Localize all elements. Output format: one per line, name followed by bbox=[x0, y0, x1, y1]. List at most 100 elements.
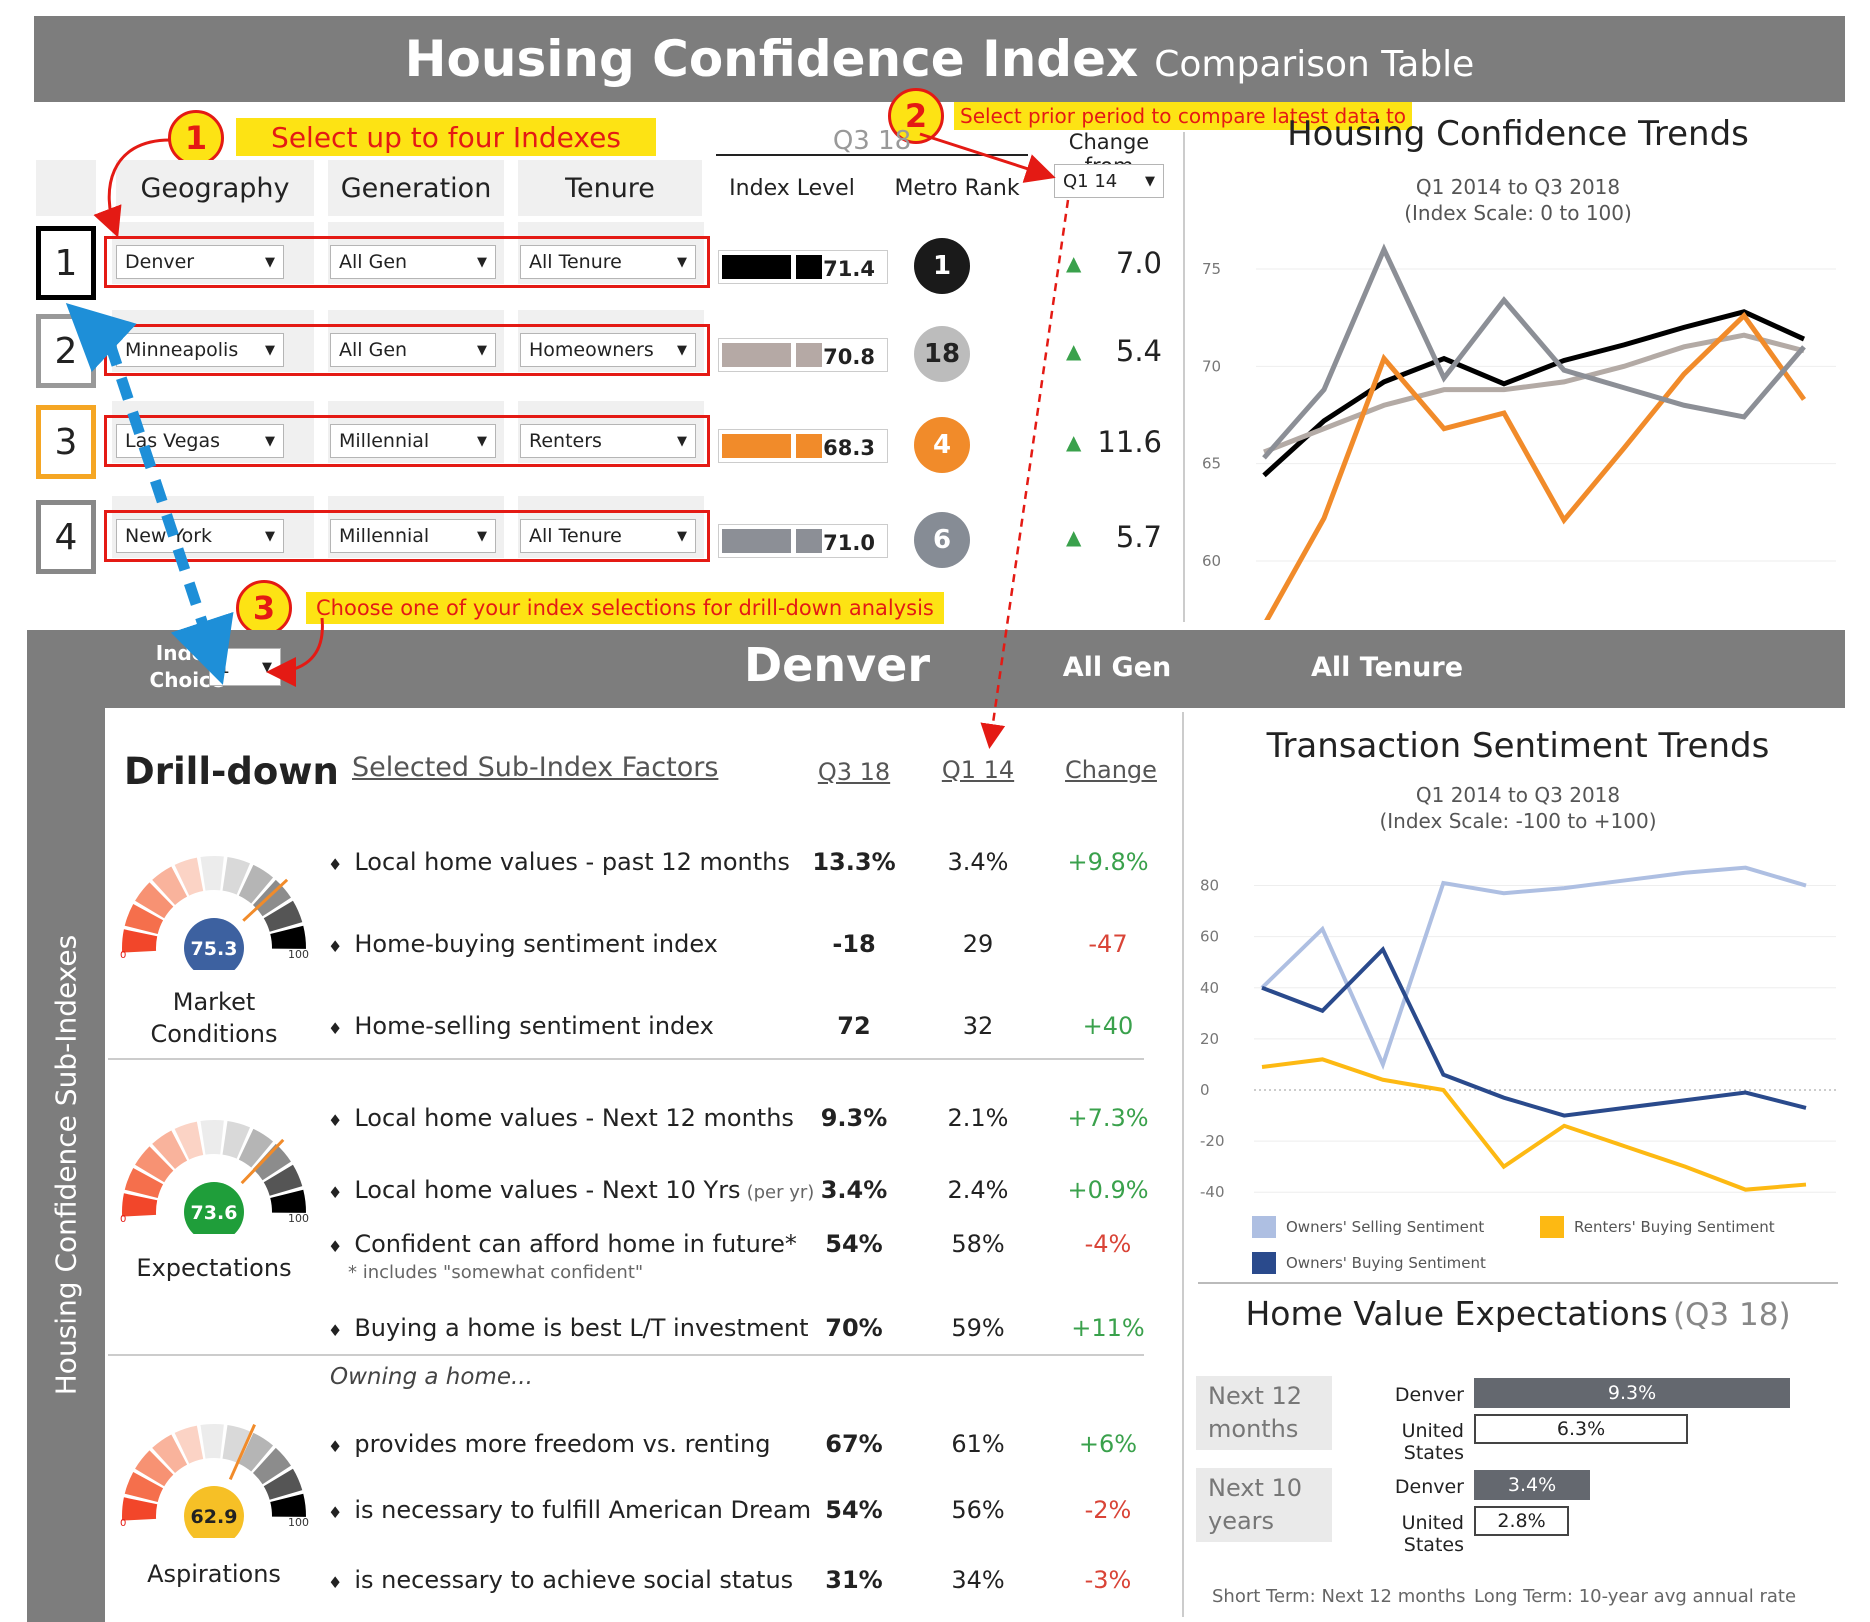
gauge-segment bbox=[152, 1434, 188, 1474]
change-from-dropdown[interactable]: Q1 14 ▼ bbox=[1054, 164, 1164, 198]
change-cell: ▲ 7.0 bbox=[1066, 246, 1162, 280]
index-choice-dropdown[interactable]: 1 ▼ bbox=[209, 648, 281, 686]
gauge-segment bbox=[222, 1424, 250, 1463]
period-underline bbox=[716, 154, 1028, 156]
factor-row: ♦ Buying a home is best L/T investment 70%… bbox=[328, 1310, 1158, 1350]
gauge-segment bbox=[200, 1120, 224, 1155]
row-4-gen-dropdown[interactable]: Millennial ▼ bbox=[330, 519, 496, 553]
gauge-segment bbox=[200, 1424, 224, 1459]
row-3-ten-dropdown[interactable]: Renters ▼ bbox=[520, 424, 696, 458]
row-1-ten-dropdown[interactable]: All Tenure ▼ bbox=[520, 245, 696, 279]
dropdown-value: All Gen bbox=[339, 339, 408, 361]
change-cell: ▲ 5.4 bbox=[1066, 334, 1162, 368]
row-4-geo-dropdown[interactable]: New York ▼ bbox=[116, 519, 284, 553]
factor-q318: 67% bbox=[825, 1430, 883, 1458]
divider-1 bbox=[108, 1058, 1144, 1060]
factor-text: provides more freedom vs. renting bbox=[354, 1430, 771, 1458]
dropdown-value: Millennial bbox=[339, 430, 430, 452]
index-level-bar: 71.4 bbox=[718, 250, 888, 284]
factor-change: -47 bbox=[1088, 930, 1128, 958]
factor-row: ♦ Local home values - Next 10 Yrs (per yr)… bbox=[328, 1172, 1158, 1212]
factor-label: ♦ Local home values - past 12 months bbox=[328, 848, 790, 876]
row-selection-box bbox=[104, 236, 710, 288]
factor-row: ♦ Home-buying sentiment index -18 29 -47 bbox=[328, 926, 1158, 966]
row-number-3[interactable]: 3 bbox=[36, 405, 96, 479]
gauge-segment bbox=[135, 882, 174, 919]
factor-q114: 34% bbox=[951, 1566, 1005, 1594]
index-level-value: 68.3 bbox=[823, 436, 875, 460]
dropdown-value: All Tenure bbox=[529, 251, 622, 273]
row-3-geo-dropdown[interactable]: Las Vegas ▼ bbox=[116, 424, 284, 458]
owning-label: Owning a home... bbox=[330, 1364, 533, 1390]
diamond-icon: ♦ bbox=[328, 1183, 343, 1202]
gauge-label-line1: Market bbox=[172, 988, 256, 1016]
gauge-segment bbox=[222, 1120, 250, 1159]
dropdown-value: Las Vegas bbox=[125, 430, 220, 452]
change-cell: ▲ 5.7 bbox=[1066, 520, 1162, 554]
factor-text: Buying a home is best L/T investment bbox=[354, 1314, 809, 1342]
gauge-max: 100 bbox=[288, 1516, 309, 1529]
legend-label: Owners' Selling Sentiment bbox=[1286, 1218, 1485, 1236]
chevron-down-icon: ▼ bbox=[677, 342, 687, 358]
dropdown-value: Millennial bbox=[339, 525, 430, 547]
row-number-4[interactable]: 4 bbox=[36, 500, 96, 574]
row-4-ten-dropdown[interactable]: All Tenure ▼ bbox=[520, 519, 696, 553]
tst-chart-sub1: Q1 2014 to Q3 2018 bbox=[1415, 783, 1621, 807]
metro-rank-header: Metro Rank bbox=[894, 176, 1020, 201]
gauge-label: Market Conditions bbox=[104, 986, 324, 1050]
factor-text: Local home values - Next 12 months bbox=[354, 1104, 794, 1132]
callout-3-text: Choose one of your index selections for … bbox=[306, 592, 944, 624]
factor-row: ♦ is necessary to achieve social status 31… bbox=[328, 1562, 1158, 1602]
gauge-value: 62.9 bbox=[191, 1506, 238, 1528]
gauge-min: 0 bbox=[120, 1214, 126, 1225]
section2-divider bbox=[1182, 712, 1184, 1617]
chevron-down-icon: ▼ bbox=[477, 342, 487, 358]
row-number-2[interactable]: 2 bbox=[36, 314, 96, 388]
gauge-segment bbox=[263, 1164, 303, 1196]
gauge-segment bbox=[174, 857, 204, 896]
row-2-ten-dropdown[interactable]: Homeowners ▼ bbox=[520, 333, 696, 367]
factor-q318: 54% bbox=[825, 1230, 883, 1258]
factor-text: is necessary to fulfill American Dream bbox=[354, 1496, 812, 1524]
factor-q318: 3.4% bbox=[820, 1176, 888, 1204]
change-cell: ▲ 11.6 bbox=[1066, 425, 1162, 459]
factor-label: ♦ is necessary to fulfill American Dream bbox=[328, 1496, 811, 1524]
divider-2 bbox=[108, 1354, 1144, 1356]
row-1-geo-dropdown[interactable]: Denver ▼ bbox=[116, 245, 284, 279]
factor-q114: 59% bbox=[951, 1314, 1005, 1342]
series-line-0 bbox=[1262, 309, 1806, 478]
legend-swatch bbox=[1540, 1216, 1564, 1238]
row-2-gen-dropdown[interactable]: All Gen ▼ bbox=[330, 333, 496, 367]
factor-q318: 70% bbox=[825, 1314, 883, 1342]
factor-change: +7.3% bbox=[1067, 1104, 1149, 1132]
change-value: 5.4 bbox=[1115, 334, 1162, 368]
row-2-geo-dropdown[interactable]: Minneapolis ▼ bbox=[116, 333, 284, 367]
factor-change: +11% bbox=[1071, 1314, 1145, 1342]
gauge-segment bbox=[270, 1493, 306, 1517]
row-number-1[interactable]: 1 bbox=[36, 226, 96, 300]
factor-change: +0.9% bbox=[1067, 1176, 1149, 1204]
gauge-2: 73.6 0 100 bbox=[120, 1120, 309, 1234]
factor-label: ♦ Home-selling sentiment index bbox=[328, 1012, 714, 1040]
up-triangle-icon: ▲ bbox=[1066, 339, 1082, 363]
factor-row: ♦ Home-selling sentiment index 72 32 +40 bbox=[328, 1008, 1158, 1048]
factor-label: ♦ provides more freedom vs. renting bbox=[328, 1430, 770, 1458]
chevron-down-icon: ▼ bbox=[265, 254, 275, 270]
gauge-segment bbox=[122, 1497, 158, 1521]
callout-2-text: Select prior period to compare latest da… bbox=[954, 102, 1413, 130]
row-3-gen-dropdown[interactable]: Millennial ▼ bbox=[330, 424, 496, 458]
y-tick-label: 80 bbox=[1200, 877, 1219, 895]
metro-rank-badge: 18 bbox=[914, 326, 970, 382]
section-divider bbox=[1183, 132, 1185, 622]
index-level-value: 71.4 bbox=[823, 257, 875, 281]
tst-chart-sub2: (Index Scale: -100 to +100) bbox=[1379, 809, 1657, 833]
up-triangle-icon: ▲ bbox=[1066, 525, 1082, 549]
legend-label: Renters' Buying Sentiment bbox=[1574, 1218, 1775, 1236]
y-tick-label: 75 bbox=[1202, 260, 1221, 278]
hci-trends-chart: 60 65 70 75 bbox=[1202, 243, 1836, 620]
row-number-header bbox=[36, 160, 96, 216]
factor-label: ♦ Buying a home is best L/T investment bbox=[328, 1314, 809, 1342]
row-1-gen-dropdown[interactable]: All Gen ▼ bbox=[330, 245, 496, 279]
callout-1-badge: 1 bbox=[168, 110, 224, 166]
change-header: Change bbox=[1065, 756, 1157, 784]
